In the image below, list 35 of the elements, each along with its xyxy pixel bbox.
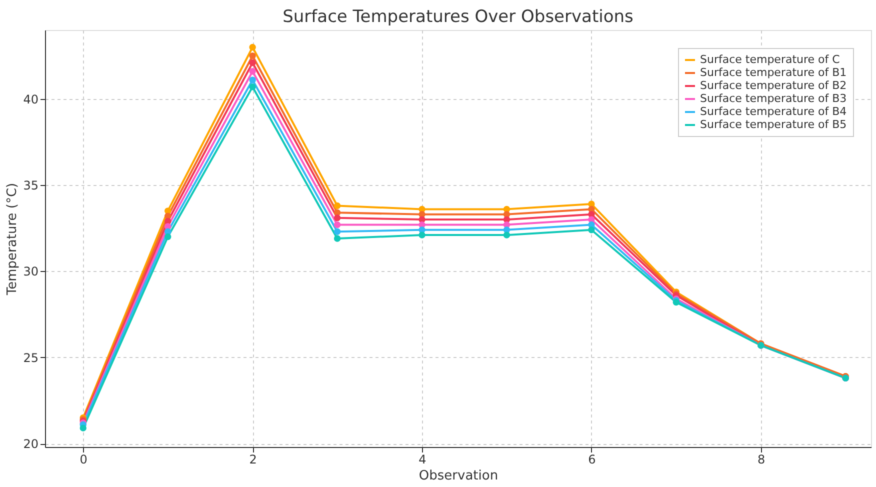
point: [249, 52, 256, 60]
point: [249, 84, 256, 90]
point: [334, 214, 341, 222]
y-tick-label: 40: [23, 92, 38, 106]
x-tick-label: 8: [758, 452, 766, 466]
legend-label: Surface temperature of B4: [700, 105, 847, 118]
point: [249, 44, 256, 51]
x-tick-label: 6: [588, 452, 596, 466]
legend-label: Surface temperature of C: [700, 53, 840, 66]
point: [334, 235, 341, 242]
x-tick-label: 2: [249, 452, 257, 466]
legend-label: Surface temperature of B5: [700, 118, 847, 131]
legend-label: Surface temperature of B2: [700, 79, 847, 92]
chart-title: Surface Temperatures Over Observations: [282, 7, 634, 27]
y-tick-label: 25: [23, 350, 38, 365]
x-tick-label: 0: [80, 452, 88, 466]
y-axis-title: Temperature (°C): [5, 182, 20, 296]
y-tick-label: 30: [23, 264, 38, 279]
point: [249, 76, 256, 84]
point: [334, 202, 341, 210]
y-tick-label: 35: [23, 178, 38, 193]
legend-label: Surface temperature of B1: [700, 66, 847, 79]
point: [503, 232, 510, 238]
point: [418, 232, 426, 238]
point: [249, 59, 256, 66]
legend-label: Surface temperature of B3: [700, 92, 847, 105]
point: [588, 226, 595, 234]
point: [80, 424, 86, 432]
x-tick-label: 4: [418, 452, 426, 466]
point: [334, 221, 341, 228]
point: [334, 228, 341, 235]
y-tick-label: 20: [23, 437, 38, 452]
point: [164, 233, 172, 240]
point: [249, 68, 256, 75]
x-axis-title: Observation: [418, 468, 498, 484]
